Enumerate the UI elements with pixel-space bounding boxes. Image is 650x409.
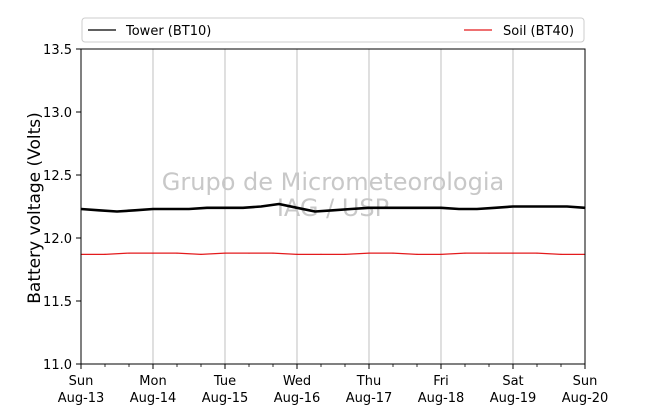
- plot-frame: [80, 48, 586, 365]
- data-point-soil: [368, 252, 370, 254]
- data-point-tower: [170, 208, 172, 210]
- data-point-soil: [128, 252, 130, 254]
- data-point-soil: [176, 252, 178, 254]
- data-point-tower: [458, 208, 460, 210]
- legend: Tower (BT10) Soil (BT40): [81, 17, 585, 43]
- watermark-line-1: Grupo de Micrometeorologia: [162, 168, 504, 196]
- x-tick-date-4: Aug-17: [346, 391, 393, 406]
- data-point-tower: [116, 210, 118, 213]
- data-point-tower: [260, 205, 262, 208]
- data-point-tower: [350, 208, 352, 210]
- data-point-tower: [548, 205, 550, 208]
- y-tick-label-0: 11.0: [43, 358, 72, 373]
- data-point-soil: [416, 253, 418, 255]
- data-point-soil: [512, 252, 514, 254]
- legend-box: [81, 17, 585, 43]
- x-tick-date-2: Aug-15: [202, 391, 249, 406]
- x-tick-date-3: Aug-16: [274, 391, 321, 406]
- data-point-soil: [464, 252, 466, 254]
- data-point-soil: [200, 253, 202, 255]
- y-tick-label-3: 12.5: [43, 169, 72, 184]
- data-point-soil: [104, 253, 106, 255]
- series-lines: [80, 202, 586, 255]
- data-point-soil: [248, 252, 250, 254]
- data-point-tower: [368, 207, 370, 209]
- data-point-soil: [440, 253, 442, 255]
- data-point-tower: [134, 209, 136, 211]
- data-point-tower: [440, 207, 442, 209]
- data-point-tower: [512, 205, 514, 208]
- data-point-tower: [404, 207, 406, 209]
- data-point-tower: [494, 207, 496, 209]
- data-point-tower: [152, 208, 154, 210]
- data-point-tower: [332, 209, 334, 211]
- x-tick-day-5: Fri: [433, 374, 449, 389]
- data-point-soil: [296, 253, 298, 255]
- x-tick-date-6: Aug-19: [490, 391, 537, 406]
- data-point-tower: [98, 209, 100, 211]
- data-point-soil: [224, 252, 226, 254]
- x-tick-date-5: Aug-18: [418, 391, 465, 406]
- x-tick-date-7: Aug-20: [562, 391, 609, 406]
- legend-label-soil: Soil (BT40): [503, 24, 574, 39]
- data-point-tower: [422, 207, 424, 209]
- data-point-soil: [272, 252, 274, 254]
- y-tick-label-1: 11.5: [43, 295, 72, 310]
- data-point-soil: [320, 253, 322, 255]
- x-tick-day-4: Thu: [356, 374, 381, 389]
- legend-label-tower: Tower (BT10): [125, 24, 211, 39]
- data-point-tower: [530, 205, 532, 208]
- y-tick-label-2: 12.0: [43, 232, 72, 247]
- data-point-tower: [296, 207, 298, 209]
- series-line-soil: [81, 252, 585, 255]
- x-tick-day-3: Wed: [283, 374, 311, 389]
- data-point-tower: [206, 207, 208, 209]
- y-axis-title: Battery voltage (Volts): [25, 112, 45, 303]
- data-point-tower: [278, 203, 280, 205]
- axis-ticks: Sun Aug-13 Mon Aug-14 Tue Aug-15 Wed Aug-16 Thu A…: [43, 43, 608, 406]
- data-point-tower: [566, 205, 568, 208]
- data-point-tower: [476, 208, 478, 210]
- data-point-tower: [224, 207, 226, 209]
- data-point-soil: [536, 252, 538, 254]
- data-point-soil: [392, 252, 394, 254]
- data-point-soil: [488, 252, 490, 254]
- data-point-tower: [386, 207, 388, 209]
- x-tick-day-7: Sun: [573, 374, 598, 389]
- data-point-soil: [560, 253, 562, 255]
- x-tick-day-6: Sat: [502, 374, 523, 389]
- data-point-soil: [344, 253, 346, 255]
- data-point-tower: [242, 207, 244, 209]
- x-tick-day-0: Sun: [69, 374, 94, 389]
- x-tick-day-2: Tue: [213, 374, 236, 389]
- data-point-tower: [314, 210, 316, 213]
- y-tick-label-5: 13.5: [43, 43, 72, 58]
- data-point-soil: [152, 252, 154, 254]
- data-point-tower: [188, 208, 190, 210]
- x-tick-date-0: Aug-13: [58, 391, 105, 406]
- x-tick-day-1: Mon: [139, 374, 166, 389]
- y-tick-label-4: 13.0: [43, 106, 72, 121]
- x-tick-date-1: Aug-14: [130, 391, 177, 406]
